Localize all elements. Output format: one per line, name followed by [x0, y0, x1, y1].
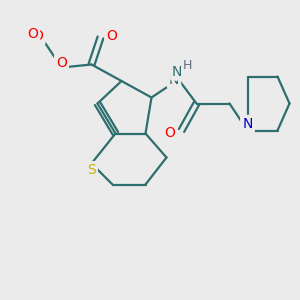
- Text: O: O: [107, 28, 118, 42]
- Text: N: N: [172, 65, 182, 79]
- Text: O: O: [165, 127, 176, 140]
- Text: O: O: [28, 28, 38, 41]
- Text: O: O: [56, 56, 67, 70]
- Text: N: N: [242, 118, 253, 131]
- Text: N: N: [242, 117, 253, 131]
- Text: O: O: [33, 29, 44, 43]
- Text: O: O: [164, 126, 175, 140]
- Text: O: O: [106, 29, 117, 43]
- Text: H: H: [183, 58, 192, 72]
- Text: O: O: [55, 61, 65, 74]
- Text: N: N: [169, 73, 179, 86]
- Text: S: S: [87, 163, 96, 177]
- Text: S: S: [86, 163, 95, 177]
